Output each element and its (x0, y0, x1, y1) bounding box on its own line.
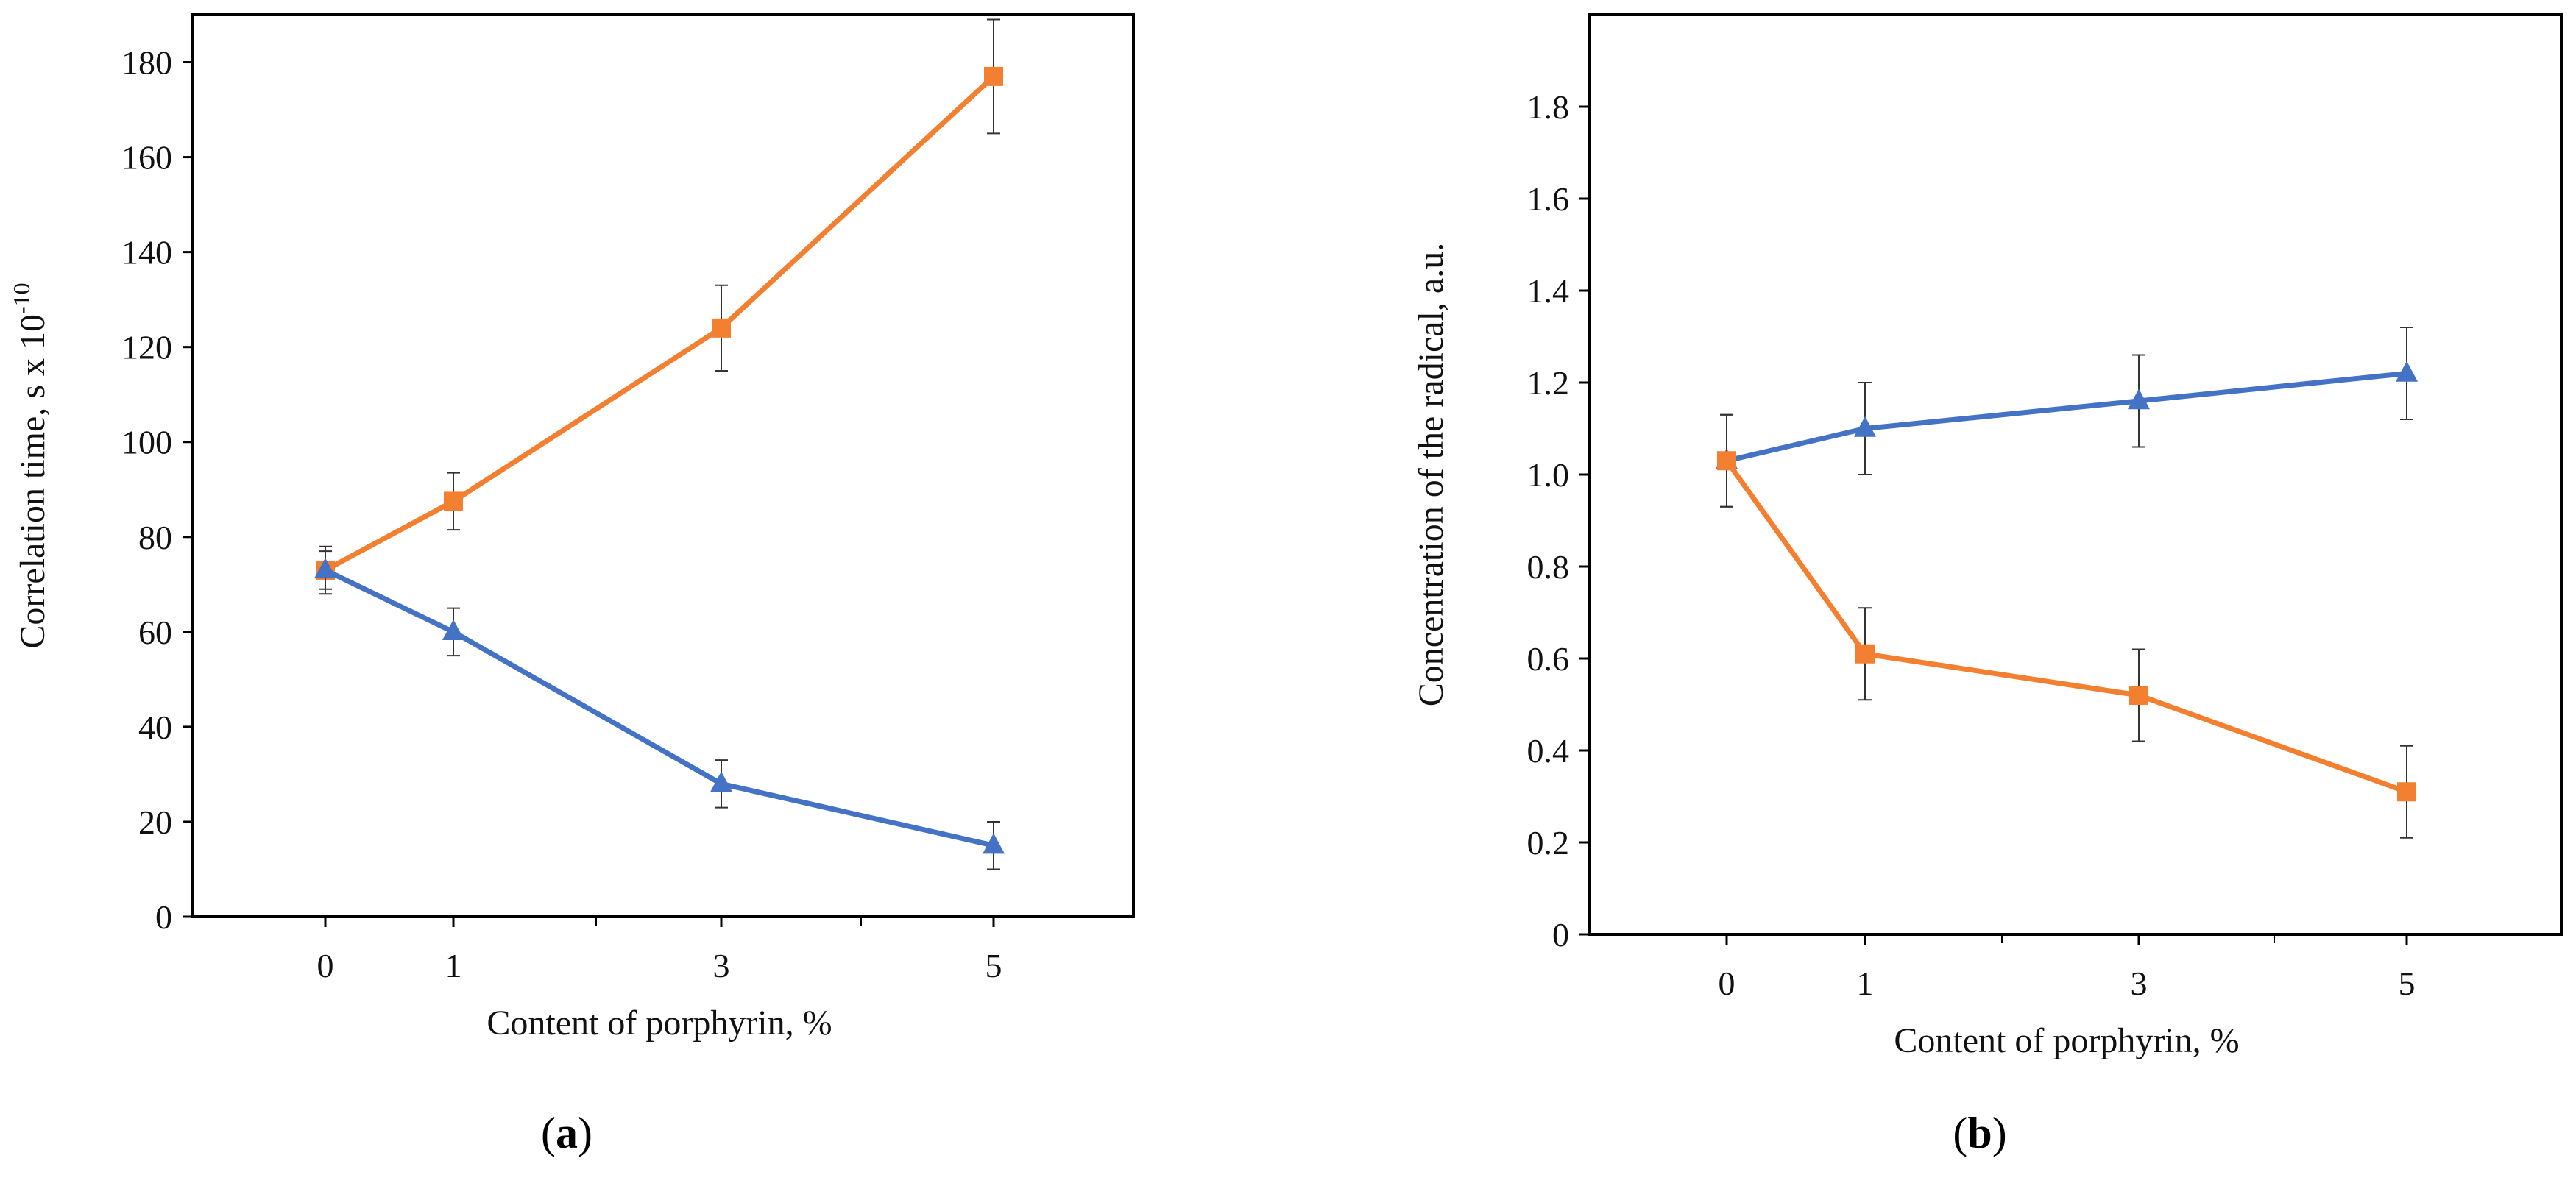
y-tick-label: 40 (138, 709, 172, 746)
y-tick-label: 1.2 (1527, 364, 1570, 402)
x-tick-label: 5 (2399, 965, 2416, 1002)
x-tick-label: 0 (1719, 965, 1735, 1002)
y-axis-title: Concentration of the radical, a.u. (1412, 243, 1451, 706)
data-point-square (1717, 451, 1736, 471)
y-tick-label: 1.0 (1527, 456, 1570, 494)
y-tick-label: 20 (138, 803, 172, 841)
y-tick-label: 0.6 (1527, 640, 1570, 678)
data-point-triangle (442, 619, 464, 641)
y-tick-label: 1.8 (1527, 88, 1570, 126)
y-tick-label: 140 (121, 234, 172, 271)
x-tick-label: 3 (2131, 965, 2148, 1002)
y-tick-label: 80 (138, 519, 172, 556)
series-orange (1717, 413, 2416, 839)
y-tick-label: 0.2 (1527, 824, 1570, 862)
y-tick-label: 160 (121, 139, 172, 177)
data-point-square (712, 318, 731, 338)
x-tick-label: 1 (1857, 965, 1874, 1002)
series-blue (314, 545, 1005, 870)
y-axis-title: Correlation time, s x 10-10 (8, 283, 52, 648)
x-tick-label: 3 (713, 947, 730, 984)
panel-b-radical-concentration-chart: 0 0.2 0.4 0.6 0.8 1.0 1.2 1.4 1.6 1.8 0 1 3 5 Content … (1412, 13, 2563, 1157)
panel-a-correlation-time-chart: 0 20 40 60 80 100 120 140 160 180 0 1 3 5 Content of p… (8, 13, 1135, 1157)
data-point-square (2129, 686, 2148, 705)
data-point-triangle (2128, 388, 2150, 410)
y-tick-label: 60 (138, 614, 172, 651)
x-tick-label: 5 (986, 947, 1002, 984)
x-axis-title: Content of porphyrin, % (486, 1004, 832, 1043)
data-point-triangle (710, 771, 732, 792)
data-point-square (984, 66, 1003, 86)
series-line-orange (324, 74, 996, 573)
series-orange (316, 18, 1003, 590)
panel-label: (b) (1953, 1109, 2006, 1157)
data-point-triangle (2396, 361, 2418, 382)
y-tick-label: 0 (155, 898, 172, 936)
data-point-triangle (314, 558, 336, 579)
data-point-square (444, 491, 463, 511)
series-blue (1716, 327, 2418, 508)
y-tick-label: 0.4 (1527, 732, 1570, 770)
panel-label: (a) (541, 1109, 592, 1157)
series-line-blue (1726, 371, 2407, 464)
data-point-square (1855, 644, 1875, 664)
series-line-orange (1724, 459, 2408, 795)
y-tick-label: 180 (121, 44, 172, 82)
y-tick-label: 1.4 (1527, 272, 1570, 310)
data-point-square (2397, 782, 2416, 802)
data-point-triangle (1854, 416, 1876, 437)
y-tick-label: 120 (121, 329, 172, 366)
y-tick-label: 0.8 (1527, 548, 1570, 586)
y-tick-label: 100 (121, 424, 172, 461)
plot-frame (191, 13, 1135, 918)
x-tick-label: 1 (445, 947, 462, 984)
y-tick-label: 0 (1552, 916, 1569, 954)
x-tick-label: 0 (317, 947, 334, 984)
data-point-triangle (983, 833, 1005, 854)
x-axis-title: Content of porphyrin, % (1894, 1021, 2239, 1060)
y-tick-label: 1.6 (1527, 180, 1570, 218)
series-line-blue (324, 567, 994, 848)
